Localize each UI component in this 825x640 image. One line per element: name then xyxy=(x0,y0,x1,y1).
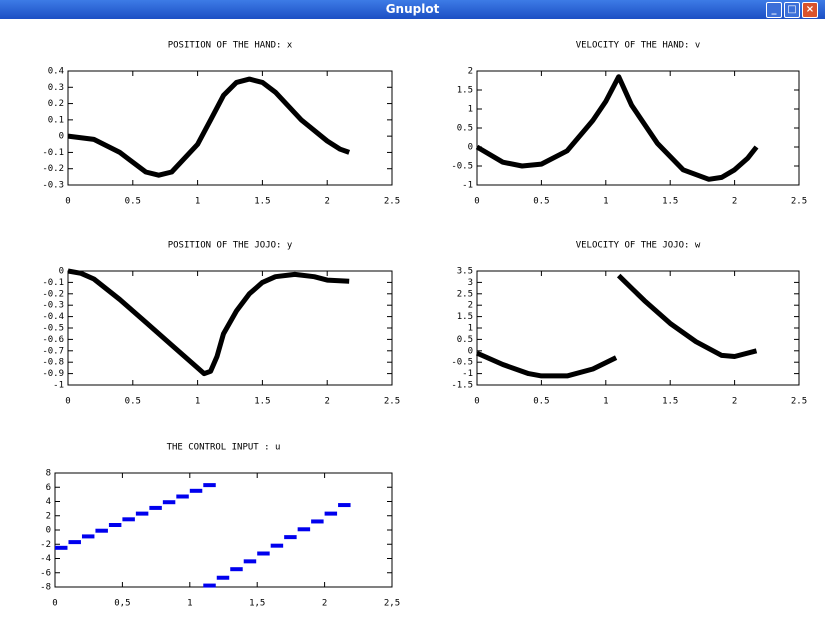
x-tick-label: 2 xyxy=(732,197,737,207)
y-tick-label: -0.3 xyxy=(42,181,64,191)
y-tick-label: -8 xyxy=(40,583,51,593)
data-line xyxy=(475,273,758,379)
y-tick-label: -0.8 xyxy=(42,358,64,368)
x-tick-label: 1,5 xyxy=(249,599,265,609)
y-tick-label: -0.6 xyxy=(42,335,64,345)
chart-title: THE CONTROL INPUT : u xyxy=(167,443,281,453)
x-tick-label: 0 xyxy=(65,197,70,207)
x-tick-label: 1 xyxy=(195,197,200,207)
y-tick-label: 3.5 xyxy=(457,267,473,277)
x-tick-label: 1.5 xyxy=(662,397,678,407)
y-tick-label: 0 xyxy=(46,526,51,536)
x-tick-label: 0.5 xyxy=(533,197,549,207)
y-tick-label: 4 xyxy=(46,497,51,507)
y-tick-label: 2 xyxy=(468,67,473,77)
y-tick-label: -2 xyxy=(40,540,51,550)
y-tick-label: -0.3 xyxy=(42,301,64,311)
x-tick-label: 1.5 xyxy=(254,397,270,407)
y-tick-label: 2.5 xyxy=(457,289,473,299)
x-tick-label: 0.5 xyxy=(125,397,141,407)
plot-border xyxy=(67,270,393,386)
chart-title: VELOCITY OF THE HAND: v xyxy=(576,41,701,51)
x-tick-label: 2 xyxy=(324,197,329,207)
maximize-button[interactable]: □ xyxy=(784,2,800,18)
x-tick-label: 1 xyxy=(187,599,192,609)
y-tick-label: 0.5 xyxy=(457,124,473,134)
title-bar: Gnuplot _ □ × xyxy=(0,0,825,19)
y-tick-label: 0.1 xyxy=(48,115,64,125)
x-tick-label: 1 xyxy=(195,397,200,407)
y-tick-label: 1 xyxy=(468,324,473,334)
x-tick-label: 0.5 xyxy=(125,197,141,207)
chart-title: POSITION OF THE JOJO: y xyxy=(168,241,293,251)
x-tick-label: 2,5 xyxy=(384,599,400,609)
close-button[interactable]: × xyxy=(802,2,818,18)
x-tick-label: 2.5 xyxy=(791,397,807,407)
y-tick-label: 0 xyxy=(59,132,64,142)
y-tick-label: 2 xyxy=(468,301,473,311)
y-tick-label: -0.7 xyxy=(42,346,64,356)
y-tick-label: 8 xyxy=(46,469,51,479)
plot-border xyxy=(67,70,393,186)
y-tick-label: -0.9 xyxy=(42,369,64,379)
y-tick-label: 2 xyxy=(46,511,51,521)
y-tick-label: -0.5 xyxy=(42,324,64,334)
y-tick-label: 0 xyxy=(468,143,473,153)
y-tick-label: -1 xyxy=(462,181,473,191)
x-tick-label: 0 xyxy=(474,197,479,207)
y-tick-label: 1.5 xyxy=(457,312,473,322)
y-tick-label: 0.2 xyxy=(48,99,64,109)
x-tick-label: 1.5 xyxy=(662,197,678,207)
x-tick-label: 0.5 xyxy=(533,397,549,407)
x-tick-label: 0 xyxy=(474,397,479,407)
y-tick-label: 0.3 xyxy=(48,83,64,93)
x-tick-label: 0 xyxy=(52,599,57,609)
y-tick-label: -1 xyxy=(53,381,64,391)
x-tick-label: 0 xyxy=(65,397,70,407)
plot-border xyxy=(476,270,800,386)
y-tick-label: 0.5 xyxy=(457,335,473,345)
y-tick-label: -6 xyxy=(40,568,51,578)
x-tick-label: 1 xyxy=(603,397,608,407)
x-tick-label: 2.5 xyxy=(791,197,807,207)
y-tick-label: -0.2 xyxy=(42,289,64,299)
y-tick-label: 0 xyxy=(468,346,473,356)
y-tick-label: -1.5 xyxy=(451,381,473,391)
y-tick-label: -0.1 xyxy=(42,278,64,288)
chart-title: POSITION OF THE HAND: x xyxy=(168,41,293,51)
y-tick-label: 0 xyxy=(59,267,64,277)
y-tick-label: 1 xyxy=(468,105,473,115)
window-title: Gnuplot xyxy=(385,2,440,16)
x-tick-label: 2 xyxy=(324,397,329,407)
data-line xyxy=(475,74,759,182)
y-tick-label: 1.5 xyxy=(457,86,473,96)
y-tick-label: -1 xyxy=(462,369,473,379)
x-tick-label: 2.5 xyxy=(384,197,400,207)
plot-canvas: POSITION OF THE HAND: x0.40.30.20.10-0.1… xyxy=(40,41,807,609)
y-tick-label: 0.4 xyxy=(48,67,64,77)
minimize-button[interactable]: _ xyxy=(766,2,782,18)
chart-title: VELOCITY OF THE JOJO: w xyxy=(576,241,701,251)
y-tick-label: -0.1 xyxy=(42,148,64,158)
y-tick-label: -0.4 xyxy=(42,312,64,322)
x-tick-label: 2 xyxy=(732,397,737,407)
y-tick-label: 6 xyxy=(46,483,51,493)
y-tick-label: -0.2 xyxy=(42,164,64,174)
y-tick-label: -0.5 xyxy=(451,358,473,368)
x-tick-label: 0,5 xyxy=(114,599,130,609)
x-tick-label: 2 xyxy=(322,599,327,609)
data-line xyxy=(67,268,350,377)
x-tick-label: 1 xyxy=(603,197,608,207)
y-tick-label: -0.5 xyxy=(451,162,473,172)
y-tick-label: 3 xyxy=(468,278,473,288)
x-tick-label: 2.5 xyxy=(384,397,400,407)
data-line xyxy=(67,76,351,178)
x-tick-label: 1.5 xyxy=(254,197,270,207)
y-tick-label: -4 xyxy=(40,554,51,564)
